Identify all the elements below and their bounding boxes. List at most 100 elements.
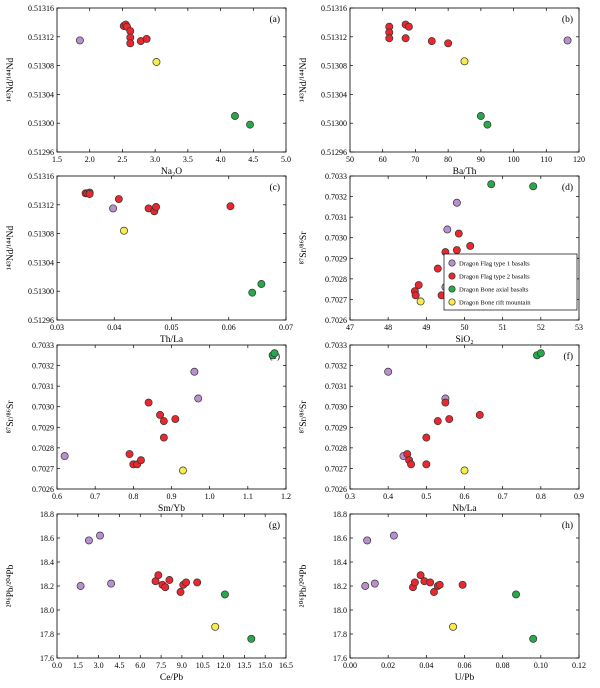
chart-panel-g: 0.0 1.5 3.0 4.5 6.0 7.5 9.0 10.5 12.0 13.5 15.0 16.… [5, 510, 293, 683]
data-point [159, 433, 168, 442]
x-tick-label: 0.6 [460, 492, 470, 501]
y-tick-label: 0.7030 [325, 234, 347, 243]
x-tick-label: 1.0 [205, 492, 215, 501]
y-tick-label: 0.7031 [325, 213, 347, 222]
data-point [137, 456, 145, 465]
x-tick-label: 0.8 [128, 492, 138, 501]
y-tick-label: 0.51296 [28, 148, 54, 157]
y-tick-label: 0.51300 [28, 287, 54, 296]
y-tick-label: 17.8 [40, 630, 54, 639]
y-tick-label: 0.51308 [28, 230, 54, 239]
y-tick-label: 0.7027 [325, 295, 347, 304]
y-tick-label: 18.2 [40, 582, 54, 591]
legend-label: Dragon Flag type 1 basalts [459, 261, 530, 268]
x-tick-label: 0.5 [421, 492, 431, 501]
chart-panel-a: 1.5 2.0 2.5 3.0 3.5 4.0 4.5 5.0 0.51296 0.51300 0.… [6, 4, 291, 177]
chart-panel-b: 50 60 70 80 90 100 110 120 0.51296 0.51300 0.51304… [299, 4, 585, 177]
x-axis-label: Th/La [160, 335, 184, 345]
data-point [430, 588, 438, 596]
data-point [427, 37, 436, 46]
data-point [512, 590, 520, 599]
y-tick-label: 0.51312 [28, 201, 54, 210]
y-tick-label: 0.7032 [32, 362, 54, 371]
x-axis-label: SiO₂ [455, 335, 473, 345]
chart-panel-c: 0.03 0.04 0.05 0.06 0.07 0.51296 0.51300 0.5130… [6, 172, 293, 345]
panel-label: (f) [564, 351, 574, 362]
data-point [109, 204, 118, 213]
y-tick-label: 0.7032 [325, 362, 347, 371]
x-tick-label: 1.1 [243, 492, 253, 501]
y-tick-label: 0.51316 [28, 4, 54, 13]
x-tick-label: 2.5 [117, 155, 127, 164]
data-point [211, 622, 220, 631]
data-point [422, 433, 431, 442]
y-tick-label: 0.7026 [32, 485, 54, 494]
x-tick-label: 3.0 [150, 155, 160, 164]
data-point [156, 410, 164, 419]
x-tick-label: 0.06 [458, 661, 472, 670]
data-point [458, 580, 467, 589]
x-tick-label: 0.07 [279, 323, 293, 332]
y-tick-label: 17.6 [333, 654, 347, 663]
panel-label: (g) [269, 520, 280, 531]
y-tick-label: 0.7026 [325, 485, 347, 494]
y-tick-label: 0.7027 [32, 464, 54, 473]
x-tick-label: 4.5 [114, 661, 124, 670]
y-tick-label: 18.2 [333, 582, 347, 591]
data-point [107, 579, 116, 588]
data-point [529, 182, 538, 191]
x-tick-label: 52 [537, 323, 545, 332]
legend-label: Dragon Bone rift mountain [459, 300, 531, 307]
chart-panel-h: 0.00 0.02 0.04 0.06 0.08 0.10 0.12 17.6 17.8 18.0… [298, 510, 586, 683]
x-tick-label: 1.5 [73, 661, 83, 670]
y-tick-label: 18.6 [40, 534, 54, 543]
x-tick-label: 50 [346, 155, 354, 164]
x-tick-label: 0.0 [52, 661, 62, 670]
x-axis-label: Sm/Yb [158, 504, 185, 514]
x-tick-label: 0.10 [534, 661, 548, 670]
data-point [475, 410, 484, 419]
y-tick-label: 0.7029 [325, 254, 347, 263]
plot-frame [56, 344, 287, 490]
x-axis-label: Ce/Pb [160, 673, 183, 683]
data-point [114, 195, 123, 203]
data-point [165, 576, 174, 584]
x-tick-label: 53 [575, 323, 583, 332]
x-tick-label: 47 [346, 323, 354, 332]
y-tick-label: 0.51308 [28, 62, 54, 71]
data-point [416, 297, 425, 306]
x-tick-label: 6.0 [135, 661, 145, 670]
x-tick-label: 0.12 [572, 661, 586, 670]
x-tick-label: 4.5 [248, 155, 258, 164]
plot-frame [56, 7, 287, 153]
x-tick-label: 0.03 [50, 323, 64, 332]
data-point [231, 112, 239, 120]
data-point [60, 452, 69, 461]
plot-frame [349, 7, 580, 153]
data-point [449, 622, 457, 631]
y-tick-label: 0.51296 [321, 148, 347, 157]
data-point [426, 578, 435, 587]
y-tick-label: 17.6 [40, 654, 54, 663]
data-point [76, 582, 85, 590]
data-point [257, 280, 266, 288]
y-tick-label: 18.4 [333, 558, 347, 567]
y-axis-label: ⁸⁷Sr/⁸⁶Sr [299, 400, 309, 434]
data-point [246, 120, 254, 129]
y-tick-label: 18.8 [40, 510, 54, 519]
x-tick-label: 10.5 [196, 661, 210, 670]
y-tick-label: 0.7028 [325, 444, 347, 453]
data-point [126, 27, 135, 35]
y-axis-label: ⁸⁷Sr/⁸⁶Sr [299, 231, 309, 265]
y-tick-label: 18.0 [333, 606, 347, 615]
x-tick-label: 50 [461, 323, 469, 332]
data-point [401, 34, 410, 43]
data-point [416, 571, 425, 580]
x-tick-label: 0.05 [165, 323, 179, 332]
x-tick-label: 0.06 [222, 323, 236, 332]
data-point [190, 367, 199, 376]
x-tick-label: 7.5 [156, 661, 166, 670]
x-tick-label: 13.5 [237, 661, 251, 670]
data-point [152, 203, 160, 211]
